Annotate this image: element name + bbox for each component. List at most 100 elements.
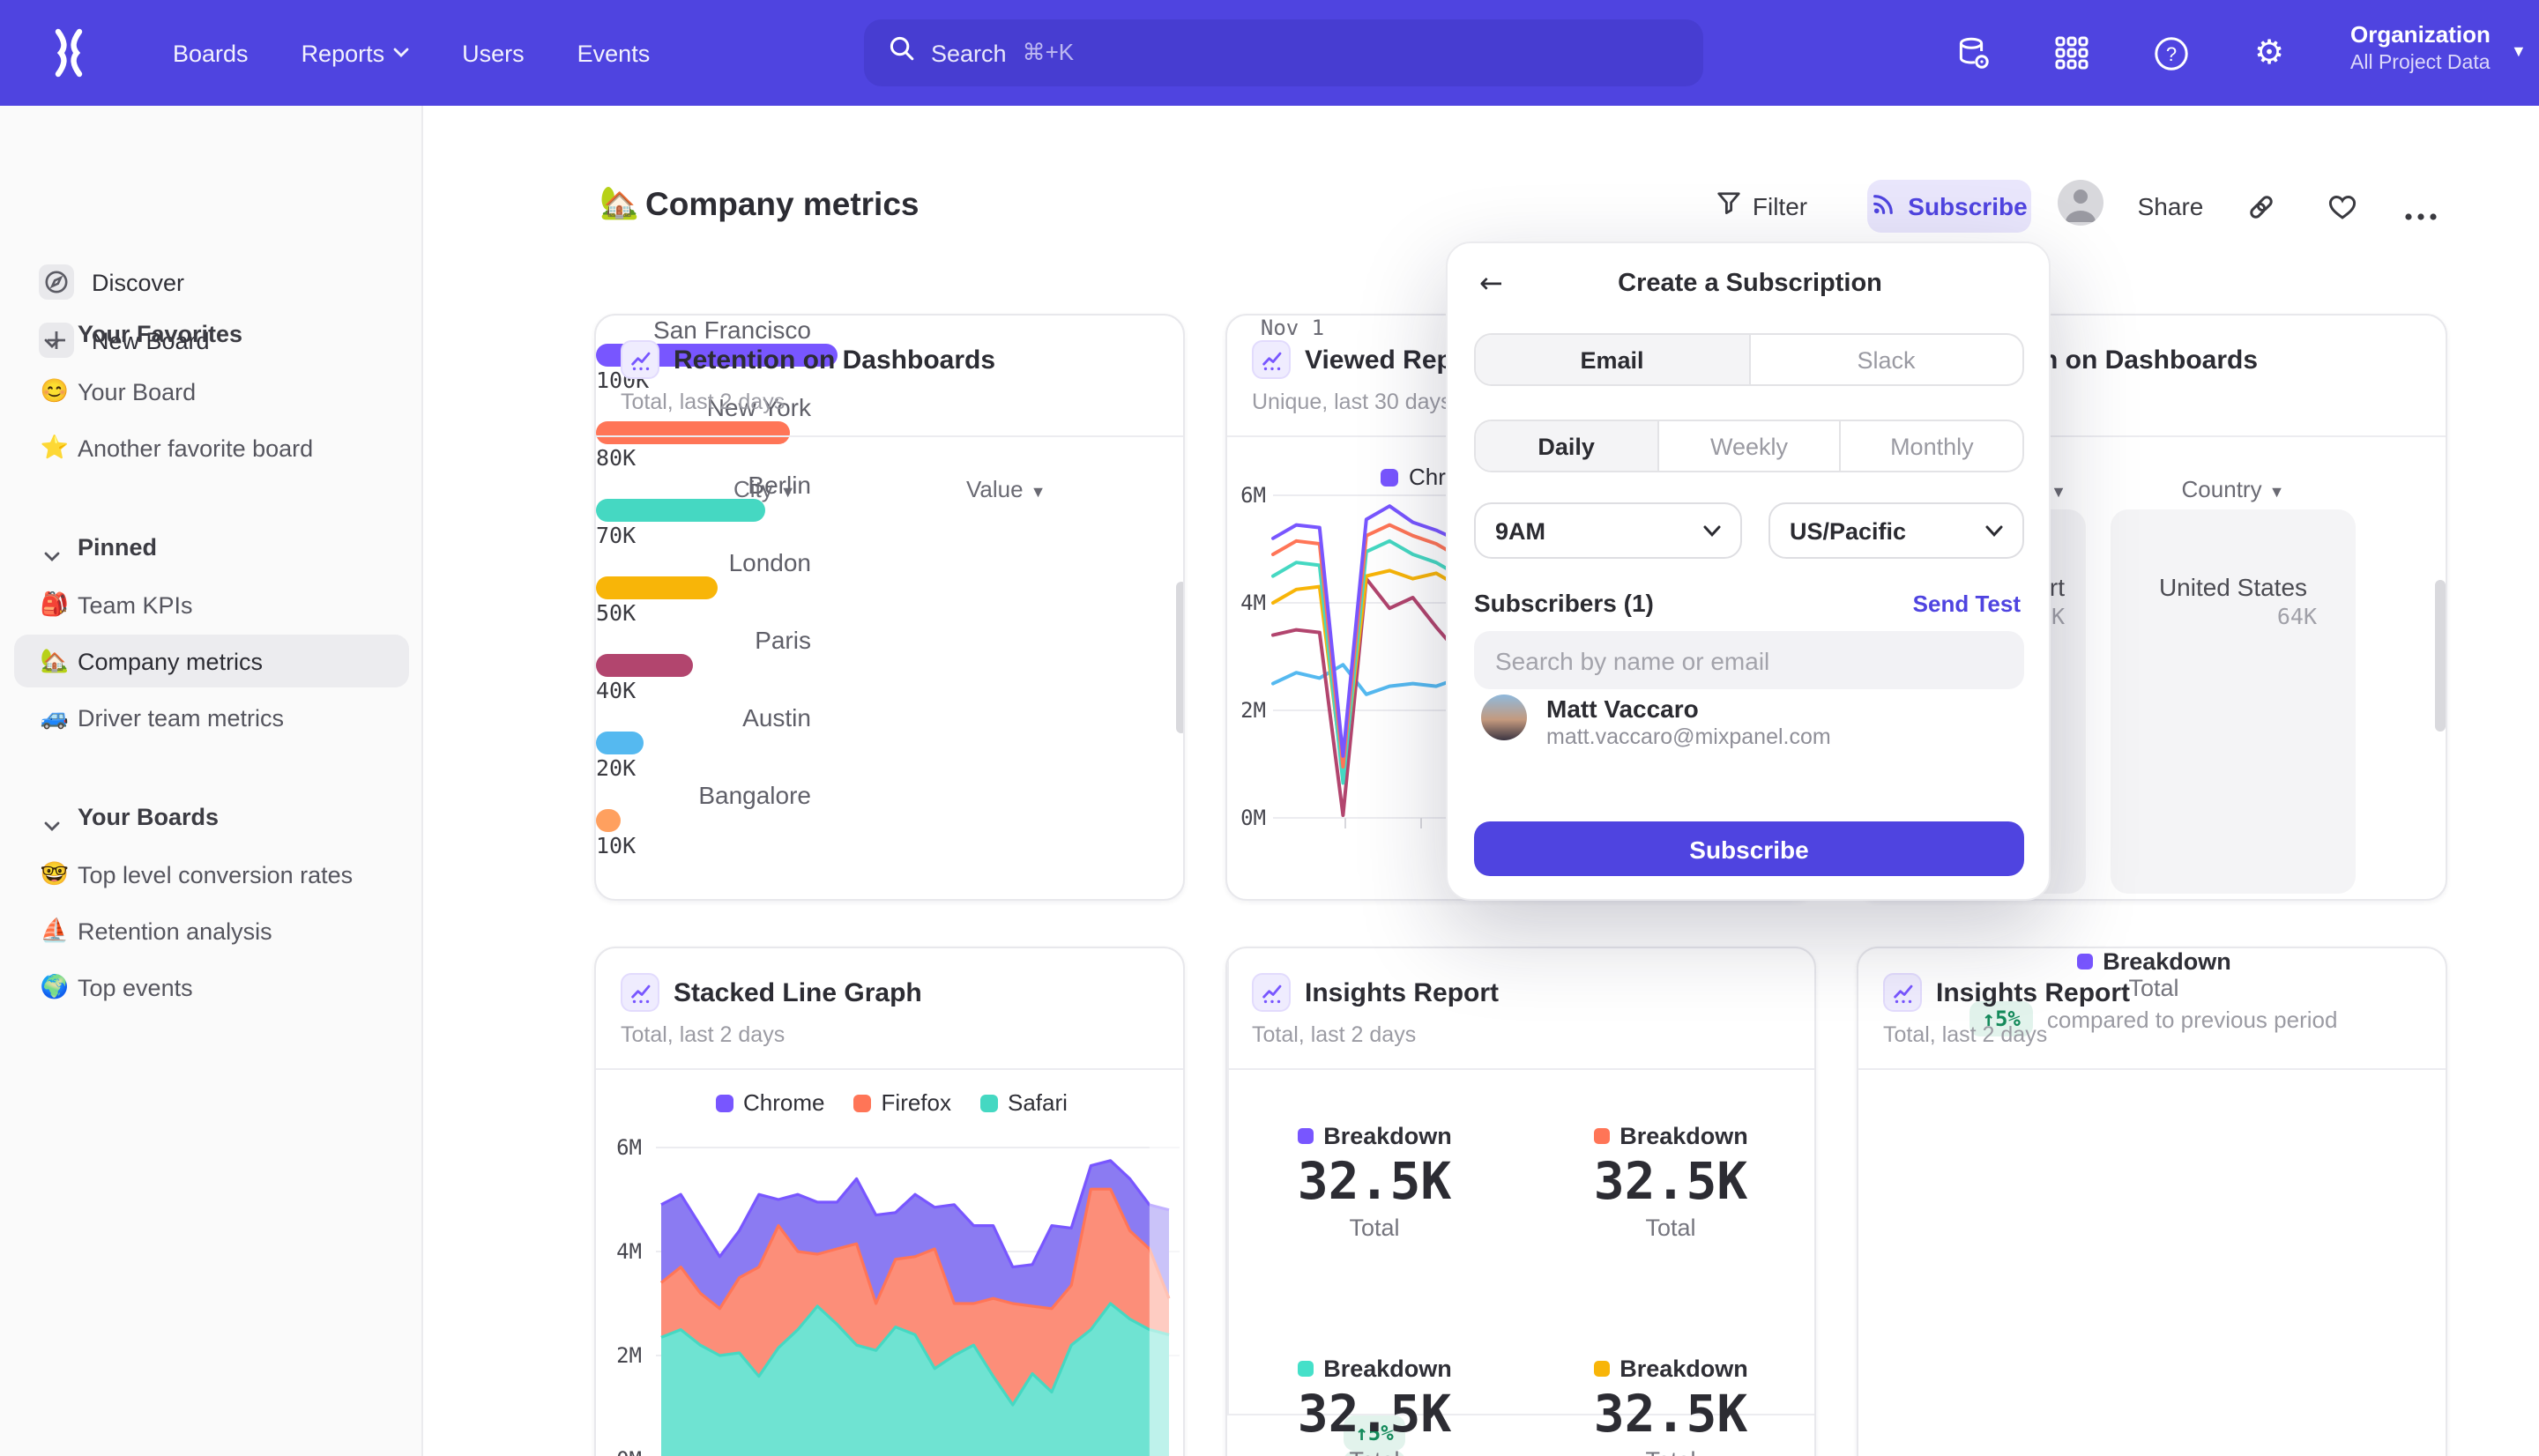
tile-value: 32.5K xyxy=(1593,1151,1748,1211)
bar xyxy=(596,809,621,832)
board-emoji: 😊 xyxy=(40,377,70,404)
tile-badge-wrap: ↑5% xyxy=(1227,1451,1522,1456)
sidebar-section-your-favorites[interactable]: Your Favorites xyxy=(0,308,423,361)
sidebar-item-label: Team KPIs xyxy=(78,592,193,619)
column-header-city[interactable]: City ▼ xyxy=(733,476,796,502)
settings-gear-icon[interactable]: ⚙ xyxy=(2253,33,2285,71)
frequency-tab-daily[interactable]: Daily xyxy=(1476,421,1659,471)
column-label: Country xyxy=(2181,476,2262,502)
sidebar-item-discover[interactable]: Discover xyxy=(0,256,423,308)
caret-down-icon: ▼ xyxy=(779,483,796,501)
search-placeholder: Search xyxy=(931,40,1007,66)
bar-value: 80K xyxy=(596,444,637,471)
subscribers-label: Subscribers (1) xyxy=(1474,589,1654,617)
avatar[interactable] xyxy=(2058,180,2103,226)
legend-item-safari[interactable]: Safari xyxy=(979,1089,1068,1116)
nav-item-boards[interactable]: Boards xyxy=(173,40,249,66)
page-title: Company metrics xyxy=(645,185,920,222)
y-axis-label: 6M xyxy=(1240,483,1266,508)
legend-item-chrome[interactable]: Chrome xyxy=(715,1089,825,1116)
share-label: Share xyxy=(2137,192,2204,220)
sidebar-item-top-level-conversion-rates[interactable]: 🤓 Top level conversion rates xyxy=(0,848,423,901)
bar xyxy=(596,654,693,677)
sidebar-item-company-metrics[interactable]: 🏡 Company metrics xyxy=(0,635,423,687)
y-axis-label: 6M xyxy=(616,1135,642,1160)
tile-value: 32.5K xyxy=(1593,1384,1748,1444)
legend-item-firefox[interactable]: Firefox xyxy=(853,1089,951,1116)
bar-row-label: Berlin xyxy=(748,471,811,499)
legend-swatch xyxy=(853,1094,871,1111)
subscriber-search-input[interactable]: Search by name or email xyxy=(1474,631,2024,689)
frequency-tab-monthly[interactable]: Monthly xyxy=(1890,433,1974,459)
filter-button[interactable]: Filter xyxy=(1703,180,1820,233)
sidebar-item-retention-analysis[interactable]: ⛵ Retention analysis xyxy=(0,904,423,957)
sidebar-item-another-favorite-board[interactable]: ⭐ Another favorite board xyxy=(0,421,423,474)
channel-tab-email[interactable]: Email xyxy=(1476,335,1750,384)
frequency-segmented-control: Daily Weekly Monthly xyxy=(1474,420,2024,472)
column-header-value[interactable]: Value ▼ xyxy=(966,476,1046,502)
frequency-tab-weekly[interactable]: Weekly xyxy=(1658,421,1842,471)
sidebar-item-label: Another favorite board xyxy=(78,435,314,462)
channel-tab-slack[interactable]: Slack xyxy=(1857,346,1916,373)
column-header-country[interactable]: Country ▼ xyxy=(2132,476,2334,502)
data-pipelines-icon[interactable] xyxy=(1954,33,1992,72)
nav-item-reports[interactable]: Reports xyxy=(302,40,410,66)
nav-item-users[interactable]: Users xyxy=(462,40,525,66)
more-options-icon[interactable] xyxy=(2403,201,2438,233)
bar-value: 50K xyxy=(596,599,637,626)
card-insights-report-grid: Insights Report Total, last 2 days Breakdo… xyxy=(1225,947,1816,1456)
sidebar-item-label: Your Board xyxy=(78,379,197,405)
subscribe-button[interactable]: Subscribe xyxy=(1867,180,2031,233)
sidebar-item-label: Discover xyxy=(92,270,185,296)
legend-label: Firefox xyxy=(881,1089,951,1116)
column-label: City xyxy=(733,476,773,502)
tile-swatch xyxy=(1297,1361,1314,1377)
sidebar-item-your-board[interactable]: 😊 Your Board xyxy=(0,365,423,418)
svg-text:?: ? xyxy=(2165,42,2176,64)
timezone-select[interactable]: US/Pacific xyxy=(1768,502,2024,559)
sidebar-item-team-kpis[interactable]: 🎒 Team KPIs xyxy=(0,578,423,631)
bar-row-label: San Francisco xyxy=(653,316,811,344)
share-button[interactable]: Share xyxy=(2125,180,2216,233)
card-title: Retention on Dashboards xyxy=(674,345,996,375)
board-emoji: ⛵ xyxy=(40,917,70,943)
org-switcher[interactable]: Organization All Project Data xyxy=(2350,21,2491,74)
section-title: Your Boards xyxy=(78,804,220,830)
bar-row-label: Bangalore xyxy=(698,781,811,809)
table-scrollbar[interactable] xyxy=(1176,582,1183,733)
favorite-heart-icon[interactable] xyxy=(2327,192,2357,231)
send-test-link[interactable]: Send Test xyxy=(1912,591,2021,617)
sidebar-item-driver-team-metrics[interactable]: 🚙 Driver team metrics xyxy=(0,691,423,744)
tile-sublabel: Total xyxy=(1523,1447,1814,1456)
time-select[interactable]: 9AM xyxy=(1474,502,1742,559)
report-icon xyxy=(621,973,659,1012)
sidebar-section-pinned[interactable]: Pinned xyxy=(0,522,423,575)
area-safari xyxy=(661,1304,1169,1456)
card-subtitle: Total, last 2 days xyxy=(621,1022,786,1047)
org-name: Organization xyxy=(2350,21,2491,48)
mixpanel-logo[interactable] xyxy=(46,28,92,86)
tile-swatch xyxy=(2076,954,2093,969)
card-divider xyxy=(1858,435,2446,437)
subscriber-email: matt.vaccaro@mixpanel.com xyxy=(1546,724,1831,749)
sidebar-section-your-boards[interactable]: Your Boards xyxy=(0,791,423,844)
search-input[interactable]: Search ⌘+K xyxy=(864,19,1703,86)
table-scrollbar[interactable] xyxy=(2435,580,2446,732)
caret-down-icon: ▼ xyxy=(2268,483,2285,501)
card-subtitle: Total, last 2 days xyxy=(621,390,786,414)
apps-grid-icon[interactable] xyxy=(2052,33,2091,72)
help-icon[interactable]: ? xyxy=(2151,33,2190,72)
sidebar-item-top-events[interactable]: 🌍 Top events xyxy=(0,961,423,1014)
cell-label: United States xyxy=(2158,573,2308,601)
copy-link-icon[interactable] xyxy=(2246,192,2276,231)
board-emoji: 🤓 xyxy=(40,860,70,887)
nav-item-events[interactable]: Events xyxy=(577,40,651,66)
back-arrow-icon[interactable]: ← xyxy=(1479,266,1503,300)
board-emoji: ⭐ xyxy=(40,434,70,460)
tile-breakdown-label: Breakdown xyxy=(1523,1356,1814,1382)
pivot-cell-country: United States 64K xyxy=(2111,509,2356,894)
tile-sublabel: Total xyxy=(1645,1215,1696,1241)
y-axis-label: 2M xyxy=(1240,698,1266,723)
modal-subscribe-button[interactable]: Subscribe xyxy=(1474,821,2024,876)
rss-icon xyxy=(1871,190,1897,222)
